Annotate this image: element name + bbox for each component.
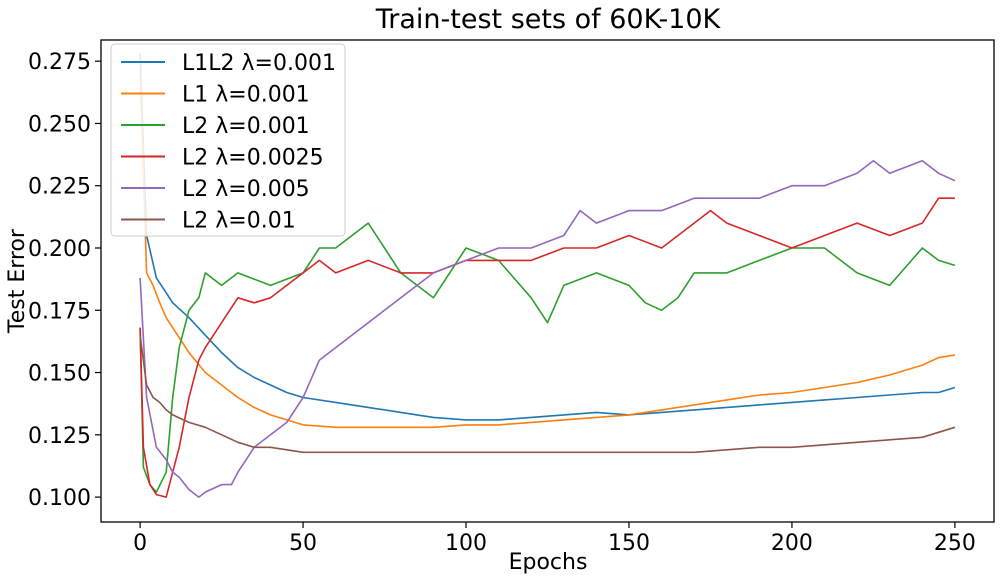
x-tick-label: 200 (771, 531, 813, 556)
y-tick-label: 0.200 (28, 237, 91, 262)
series-line-4 (139, 197, 955, 498)
series-line-3 (139, 222, 956, 493)
y-tick-label: 0.250 (28, 112, 91, 137)
legend-box (110, 43, 346, 237)
y-tick-label: 0.175 (28, 299, 91, 324)
legend-label: L1 λ=0.001 (182, 83, 310, 108)
series-line-2 (139, 73, 956, 429)
x-tick-label: 0 (133, 531, 147, 556)
x-tick-label: 250 (934, 531, 976, 556)
legend-label: L2 λ=0.001 (182, 114, 310, 139)
y-axis-label: Test Error (5, 228, 30, 334)
x-tick-label: 100 (445, 531, 487, 556)
legend: L1L2 λ=0.001 L1 λ=0.001 L2 λ=0.001 L2 λ=0.0… (110, 43, 346, 237)
y-tick-label: 0.100 (28, 486, 91, 511)
y-axis: 0.100 0.125 0.150 0.175 0.200 0.225 0.250 0.275 (28, 50, 101, 511)
y-tick-label: 0.125 (28, 424, 91, 449)
series-line-5 (139, 160, 956, 498)
y-tick-label: 0.150 (28, 362, 91, 387)
legend-label: L2 λ=0.005 (182, 177, 310, 202)
legend-label: L1L2 λ=0.001 (182, 51, 336, 76)
chart-title: Train-test sets of 60K-10K (375, 4, 722, 35)
legend-label: L2 λ=0.0025 (182, 146, 324, 171)
series-layer (139, 53, 956, 498)
series-line-6 (139, 335, 956, 454)
series-line-1 (139, 53, 956, 421)
x-tick-label: 50 (289, 531, 317, 556)
legend-label: L2 λ=0.01 (182, 209, 296, 234)
plot-area: 0 50 100 150 200 250 0.100 0.125 0.150 0.175 0.20… (28, 39, 995, 556)
plot-frame (100, 39, 995, 523)
x-axis-label: Epochs (509, 550, 588, 575)
x-axis: 0 50 100 150 200 250 (133, 522, 976, 556)
y-tick-label: 0.275 (28, 50, 91, 75)
x-tick-label: 150 (608, 531, 650, 556)
y-tick-label: 0.225 (28, 175, 91, 200)
